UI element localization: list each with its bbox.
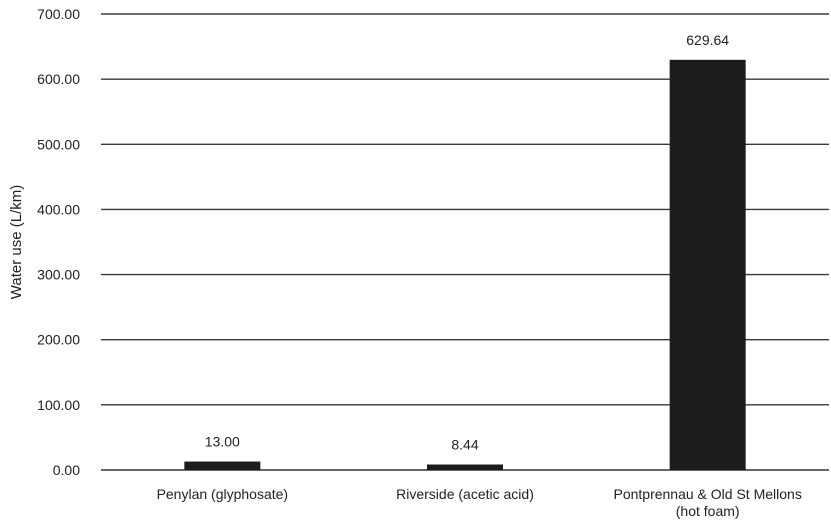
data-labels: 13.00 8.44 629.64 <box>205 32 729 453</box>
data-label: 8.44 <box>451 437 478 453</box>
y-tick-label: 400.00 <box>37 201 80 217</box>
y-tick-label: 500.00 <box>37 136 80 152</box>
y-axis-title: Water use (L/km) <box>8 185 25 299</box>
y-axis-ticks: 0.00 100.00 200.00 300.00 400.00 500.00 600.00… <box>37 6 80 478</box>
bar <box>427 464 503 470</box>
data-label: 629.64 <box>686 32 729 48</box>
x-category-label: Penylan (glyphosate) <box>157 486 289 502</box>
x-axis-categories: Penylan (glyphosate) Riverside (acetic ac… <box>157 486 802 519</box>
data-label: 13.00 <box>205 434 240 450</box>
bar <box>669 59 746 471</box>
x-category-label: Pontprennau & Old St Mellons (hot foam) <box>613 486 801 519</box>
y-tick-label: 700.00 <box>37 6 80 22</box>
y-tick-label: 200.00 <box>37 332 80 348</box>
y-tick-label: 300.00 <box>37 267 80 283</box>
y-tick-label: 0.00 <box>53 462 80 478</box>
y-tick-label: 600.00 <box>37 71 80 87</box>
bar <box>184 461 261 470</box>
x-category-label: Riverside (acetic acid) <box>396 486 534 502</box>
bars <box>184 59 746 471</box>
gridlines <box>101 13 829 471</box>
y-tick-label: 100.00 <box>37 397 80 413</box>
